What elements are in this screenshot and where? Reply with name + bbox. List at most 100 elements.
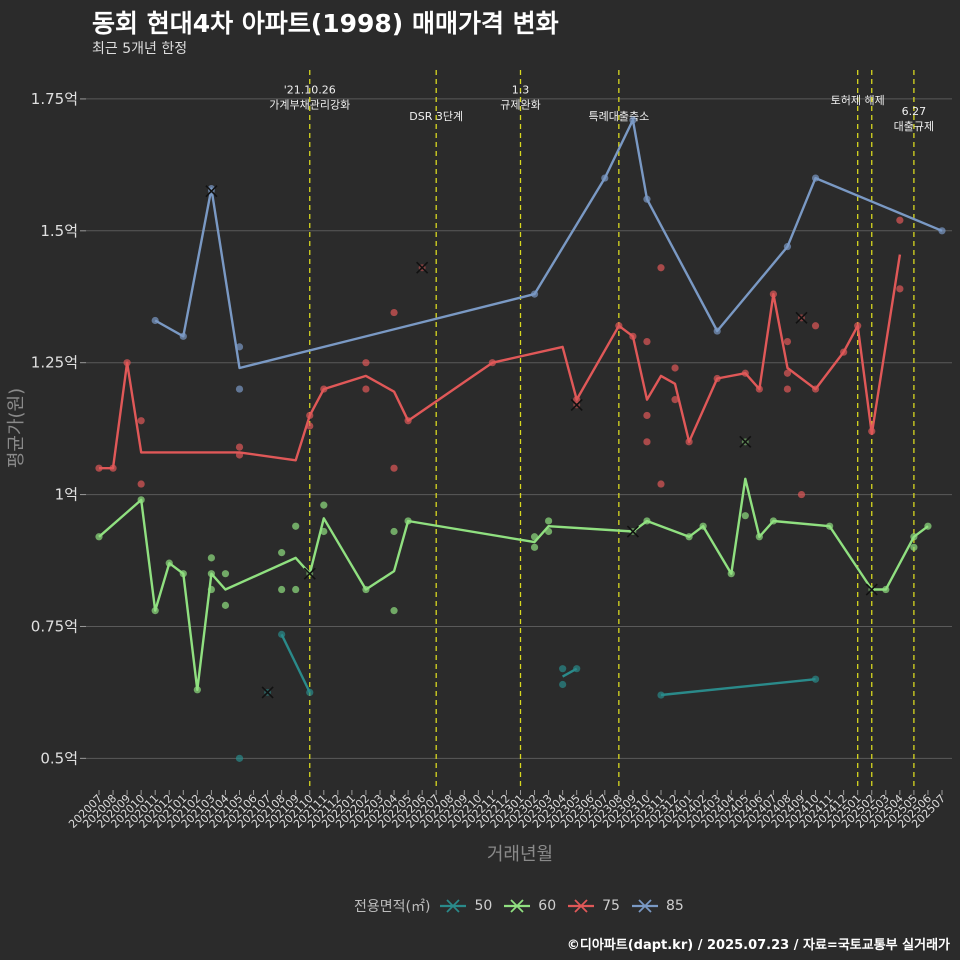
cross-stroke xyxy=(261,686,274,699)
legend-label-75: 75 xyxy=(602,898,620,914)
cross-marker-60 xyxy=(626,525,639,538)
data-point-75 xyxy=(671,364,679,372)
chart-title: 동회 현대4차 아파트(1998) 매매가격 변화 xyxy=(92,9,559,38)
data-point-75 xyxy=(137,480,145,488)
cross-marker-50 xyxy=(261,686,274,699)
series-line-50 xyxy=(660,678,816,697)
data-point-85 xyxy=(235,385,244,393)
data-point-75 xyxy=(811,385,820,393)
data-point-60 xyxy=(207,585,215,594)
data-point-50 xyxy=(657,691,665,699)
data-point-60 xyxy=(221,570,230,578)
event-label: DSR 3단계 xyxy=(409,110,463,123)
series-line-60 xyxy=(98,477,929,691)
data-point-75 xyxy=(390,464,398,472)
data-point-85 xyxy=(783,243,792,251)
data-point-85 xyxy=(713,327,721,335)
series-line-50 xyxy=(280,633,311,693)
x-axis-title: 거래년월 xyxy=(487,844,553,865)
data-point-75 xyxy=(137,417,145,425)
data-point-85 xyxy=(235,343,244,351)
legend-swatch-cross xyxy=(638,899,652,913)
legend-item-75: 75 xyxy=(566,898,620,914)
data-point-75 xyxy=(854,322,862,330)
legend: 전용면적(㎡) 50 60 75 85 xyxy=(354,896,694,916)
grid-layer xyxy=(86,98,952,759)
cross-stroke xyxy=(795,311,808,324)
data-point-60 xyxy=(390,527,398,536)
data-point-85 xyxy=(179,332,187,340)
cross-marker-75 xyxy=(795,311,808,324)
data-point-60 xyxy=(292,585,300,594)
data-point-75 xyxy=(840,348,848,356)
cross-marker-75 xyxy=(570,398,583,411)
legend-title: 전용면적(㎡) xyxy=(354,899,431,915)
cross-stroke xyxy=(570,398,583,411)
data-point-60 xyxy=(278,549,286,557)
data-point-75 xyxy=(643,337,651,346)
data-point-75 xyxy=(320,385,328,393)
data-point-75 xyxy=(868,427,876,435)
data-point-60 xyxy=(165,559,173,567)
cross-marker-60 xyxy=(865,583,878,596)
series-layer xyxy=(95,116,946,762)
series-line-75 xyxy=(99,254,902,470)
cross-stroke xyxy=(865,583,878,596)
data-point-50 xyxy=(278,630,286,638)
data-point-75 xyxy=(657,480,665,488)
legend-swatch-75 xyxy=(568,899,595,913)
event-label: 가계부채관리강화 xyxy=(269,99,350,112)
series-85 xyxy=(151,116,946,393)
data-point-50 xyxy=(811,675,820,683)
data-point-60 xyxy=(545,527,553,536)
data-point-75 xyxy=(685,438,693,446)
data-point-75 xyxy=(615,322,623,330)
data-point-60 xyxy=(769,517,778,525)
data-point-60 xyxy=(755,533,763,541)
data-point-85 xyxy=(811,174,820,182)
data-point-75 xyxy=(235,451,244,459)
event-label: 토허제 해제 xyxy=(831,93,885,107)
legend-swatch-50 xyxy=(440,899,467,913)
data-point-60 xyxy=(910,533,918,541)
event-label: '21.10.26 xyxy=(284,84,336,97)
data-point-75 xyxy=(811,322,820,330)
data-point-75 xyxy=(797,490,806,499)
data-point-75 xyxy=(643,411,651,420)
cross-stroke xyxy=(205,185,218,198)
data-point-60 xyxy=(137,496,145,504)
data-point-85 xyxy=(601,174,609,182)
data-point-75 xyxy=(488,359,496,367)
series-line-85 xyxy=(154,118,943,370)
legend-item-60: 60 xyxy=(502,898,556,914)
data-point-75 xyxy=(671,396,679,404)
data-point-75 xyxy=(362,385,370,393)
data-point-75 xyxy=(657,264,665,272)
y-tick-label: 1.25억 xyxy=(31,354,78,372)
y-tick-label: 1억 xyxy=(55,486,78,504)
event-label: 대출규제 xyxy=(894,120,934,133)
legend-label-50: 50 xyxy=(474,898,493,914)
data-point-75 xyxy=(362,359,370,367)
data-point-60 xyxy=(404,517,412,525)
data-point-60 xyxy=(699,522,707,530)
data-point-75 xyxy=(306,422,314,430)
data-point-75 xyxy=(643,438,651,446)
data-point-60 xyxy=(95,533,103,541)
data-point-60 xyxy=(545,517,553,525)
data-point-75 xyxy=(390,308,398,317)
event-label: 1.3 xyxy=(512,84,530,97)
data-point-75 xyxy=(896,216,904,224)
data-point-60 xyxy=(924,522,932,530)
data-point-75 xyxy=(783,337,792,346)
cross-stroke xyxy=(626,525,639,538)
cross-marker-75 xyxy=(416,261,429,274)
series-60 xyxy=(95,435,932,694)
data-point-85 xyxy=(151,316,159,325)
y-tick-label: 0.75억 xyxy=(31,617,78,635)
y-tick-label: 0.5억 xyxy=(40,749,78,767)
y-tick-label: 1.5억 xyxy=(40,222,78,240)
data-point-75 xyxy=(896,285,904,293)
legend-item-85: 85 xyxy=(630,898,684,914)
legend-swatch-cross xyxy=(574,899,588,913)
